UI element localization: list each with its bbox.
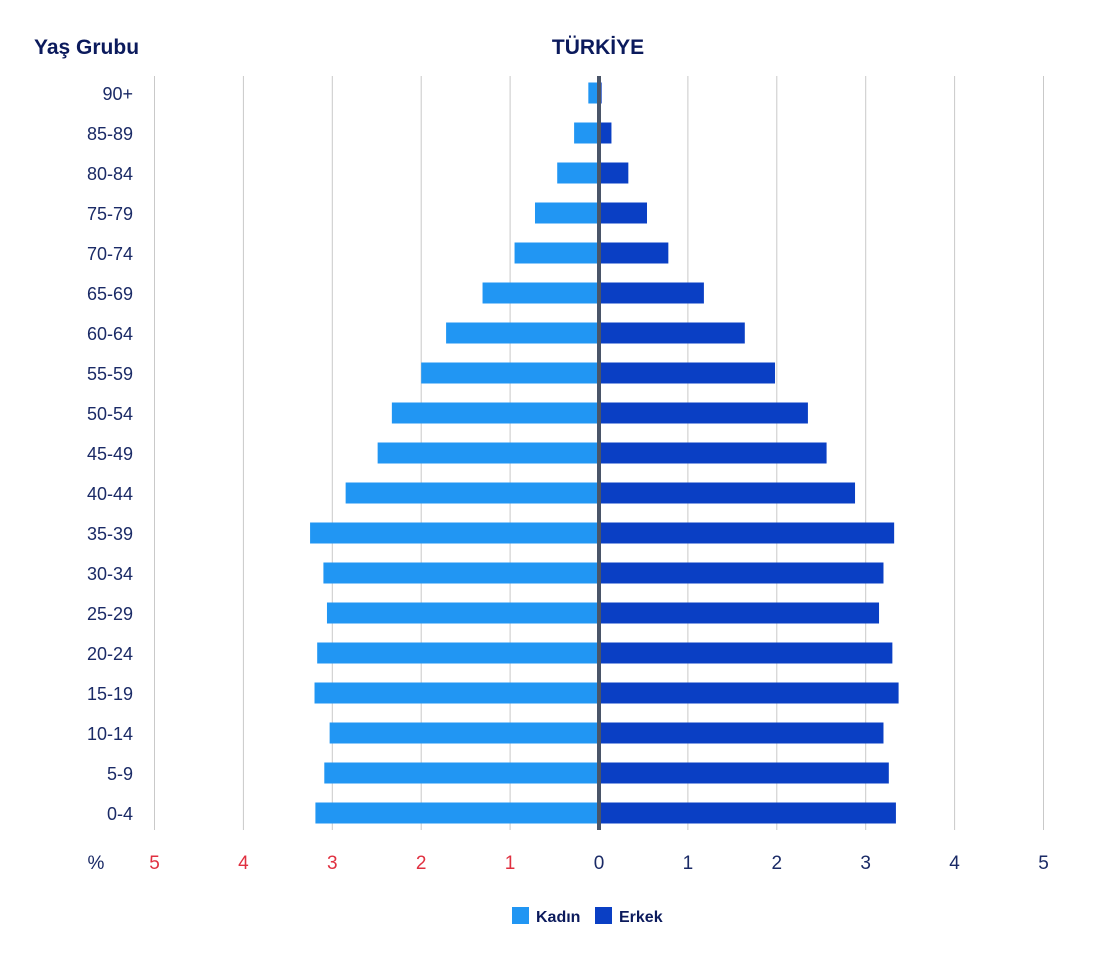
bar-kadin [588,82,599,104]
bar-kadin [482,282,599,304]
bar-kadin [377,442,599,464]
legend-label-kadin: Kadın [536,909,580,926]
age-group-label: 70-74 [87,244,133,264]
age-group-label: 20-24 [87,644,133,664]
bar-erkek [599,162,629,184]
bar-kadin [315,802,599,824]
bar-kadin [323,562,599,584]
bar-kadin [314,682,599,704]
bar-erkek [599,802,896,824]
bar-erkek [599,522,895,544]
bar-erkek [599,722,884,744]
age-group-label: 5-9 [107,764,133,784]
legend: Kadın Erkek [512,907,663,926]
bar-kadin [324,762,599,784]
bar-kadin [534,202,599,224]
bars [310,82,899,824]
bar-kadin [446,322,599,344]
bar-erkek [599,282,704,304]
age-group-label: 60-64 [87,324,133,344]
bar-erkek [599,322,745,344]
tick-label-right: 2 [772,853,783,874]
bar-erkek [599,202,648,224]
tick-label-right: 3 [860,853,871,874]
tick-label-left: 1 [505,853,516,874]
age-group-label: 80-84 [87,164,133,184]
y-axis-title: Yaş Grubu [34,36,139,59]
x-axis-unit: % [88,853,105,874]
bar-kadin [557,162,599,184]
age-group-label: 0-4 [107,804,133,824]
age-group-label: 65-69 [87,284,133,304]
bar-erkek [599,602,880,624]
age-group-label: 45-49 [87,444,133,464]
tick-label-left: 3 [327,853,338,874]
bar-kadin [514,242,599,264]
bar-erkek [599,682,899,704]
bar-kadin [574,122,599,144]
age-group-label: 75-79 [87,204,133,224]
age-group-label: 90+ [102,84,133,104]
bar-erkek [599,362,776,384]
bar-erkek [599,122,612,144]
bar-erkek [599,242,669,264]
bar-kadin [345,482,599,504]
legend-label-erkek: Erkek [619,909,663,926]
age-group-label: 35-39 [87,524,133,544]
bar-erkek [599,642,893,664]
bar-kadin [317,642,599,664]
bar-erkek [599,562,884,584]
tick-label-right: 5 [1038,853,1049,874]
tick-label-right: 0 [594,853,605,874]
bar-kadin [421,362,599,384]
bar-kadin [329,722,599,744]
bar-kadin [310,522,599,544]
tick-label-right: 1 [683,853,694,874]
age-group-label: 50-54 [87,404,133,424]
tick-label-left: 4 [238,853,249,874]
tick-label-right: 4 [949,853,960,874]
tick-label-left: 2 [416,853,427,874]
age-group-label: 10-14 [87,724,133,744]
age-group-label: 55-59 [87,364,133,384]
bar-kadin [326,602,599,624]
x-axis-ticks: % 5 4 3 2 1 0 1 2 3 4 5 [88,853,1049,874]
age-group-label: 15-19 [87,684,133,704]
legend-swatch-kadin [512,907,529,924]
age-group-label: 30-34 [87,564,133,584]
age-group-label: 25-29 [87,604,133,624]
bar-erkek [599,482,856,504]
tick-label-left: 5 [149,853,160,874]
age-group-label: 85-89 [87,124,133,144]
age-group-labels: 90+ 85-89 80-84 75-79 70-74 65-69 60-64 55-59 50… [87,84,133,824]
chart-title: TÜRKİYE [552,36,644,59]
bar-kadin [391,402,599,424]
bar-erkek [599,762,889,784]
age-group-label: 40-44 [87,484,133,504]
bar-erkek [599,402,808,424]
bar-erkek [599,442,827,464]
legend-swatch-erkek [595,907,612,924]
